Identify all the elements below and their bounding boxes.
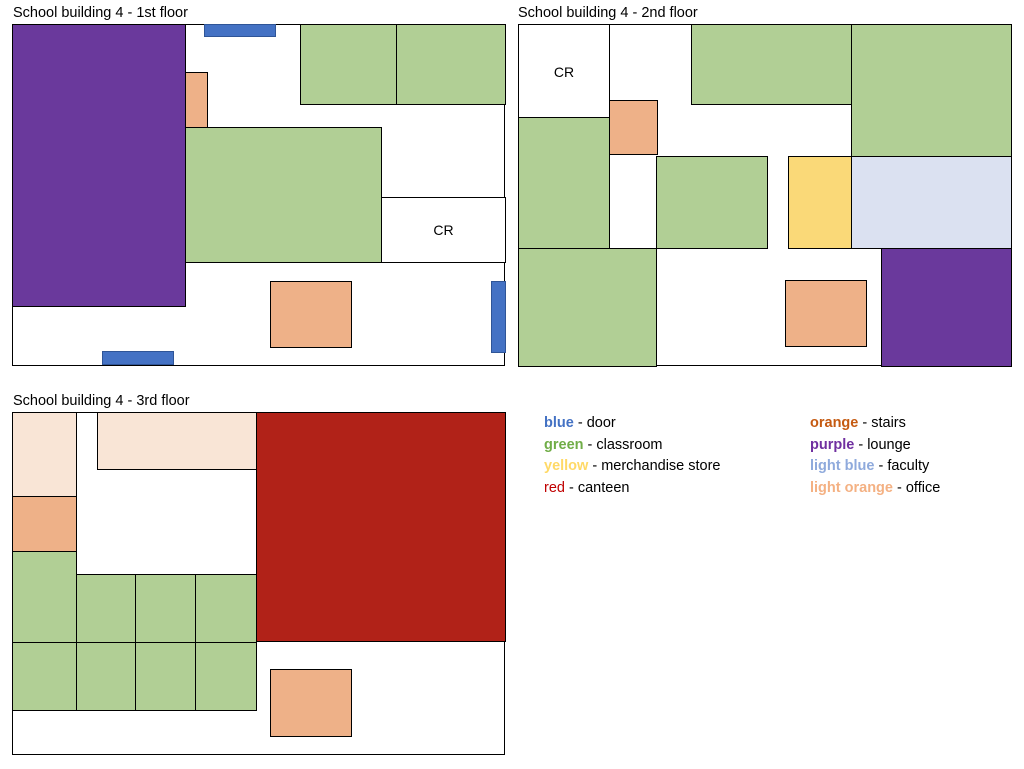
legend-faculty: light blue - faculty [810, 458, 929, 475]
legend-door-desc: - door [573, 415, 616, 431]
floor-3-stairs-left [12, 496, 77, 552]
floor-2-classroom-left-1 [518, 117, 610, 249]
floor-1-plan: CR [12, 24, 506, 366]
floor-2-classroom-middle [656, 156, 768, 249]
floor-1-door-right [491, 281, 506, 353]
legend-classroom: green - classroom [544, 437, 662, 454]
floor-3-classroom-left-tall [12, 551, 77, 643]
floor-2-plan: CR [518, 24, 1012, 367]
floor-3-classroom-r1-c2 [135, 574, 196, 643]
floor-2-classroom-left-2 [518, 248, 657, 367]
floor-3-classroom-r2-c1 [76, 642, 136, 711]
legend-office-key: light orange [810, 480, 893, 496]
legend-office: light orange - office [810, 480, 940, 497]
floor-3-classroom-r2-c0 [12, 642, 77, 711]
legend-canteen-key: red [544, 480, 565, 496]
legend-merchandise-store-desc: - merchandise store [588, 458, 721, 474]
floor-3-classroom-r1-c1 [76, 574, 136, 643]
floor-2-classroom-top-1 [691, 24, 852, 105]
legend-lounge-desc: - lounge [854, 437, 911, 453]
floor-1-stairs-small [185, 72, 208, 129]
floor-3-office-left [12, 412, 77, 497]
legend-canteen: red - canteen [544, 480, 629, 497]
floor-2-classroom-top-2 [851, 24, 1012, 157]
floor-1-door-top [204, 24, 276, 37]
floor-2-lounge [881, 248, 1012, 367]
legend-faculty-key: light blue [810, 458, 875, 474]
legend-stairs: orange - stairs [810, 415, 906, 432]
legend-lounge: purple - lounge [810, 437, 911, 454]
floor-3-stairs-bottom [270, 669, 352, 737]
floor-1-cr-label: CR [433, 222, 454, 238]
floor-2-cr-room: CR [518, 24, 610, 118]
floor-2-merchandise-store [788, 156, 852, 249]
floor-1-lounge [12, 24, 186, 307]
legend-faculty-desc: - faculty [874, 458, 930, 474]
floor-3-classroom-r2-c3 [195, 642, 257, 711]
floor-2-stairs-bottom [785, 280, 867, 347]
floor-2-stairs-small [609, 100, 658, 155]
legend-canteen-desc: - canteen [564, 480, 630, 496]
legend-merchandise-store-key: yellow [544, 458, 589, 474]
floor-1-classroom-top-1 [300, 24, 397, 105]
floor-1-title: School building 4 - 1st floor [13, 5, 188, 21]
floor-3-office-top [97, 412, 257, 470]
floor-2-cr-label: CR [553, 64, 575, 80]
legend-merchandise-store: yellow - merchandise store [544, 458, 721, 475]
floor-3-plan [12, 412, 506, 755]
floor-3-title: School building 4 - 3rd floor [13, 393, 190, 409]
floor-3-canteen [256, 412, 506, 642]
legend-office-desc: - office [892, 480, 941, 496]
legend-classroom-key: green [544, 437, 584, 453]
floor-2-faculty [851, 156, 1012, 249]
floor-3-classroom-r1-c3 [195, 574, 257, 643]
floor-1-classroom-top-2 [396, 24, 506, 105]
legend-lounge-key: purple [810, 437, 855, 453]
floor-1-stairs-bottom [270, 281, 352, 348]
legend-stairs-desc: - stairs [858, 415, 906, 431]
legend-door: blue - door [544, 415, 616, 432]
legend-door-key: blue [544, 415, 574, 431]
floor-1-cr-room: CR [381, 197, 506, 263]
floor-1-classroom-center [185, 127, 382, 263]
floor-2-title: School building 4 - 2nd floor [518, 5, 698, 21]
floor-1-door-bottom [102, 351, 174, 365]
legend-stairs-key: orange [810, 415, 859, 431]
legend-classroom-desc: - classroom [583, 437, 663, 453]
floor-3-classroom-r2-c2 [135, 642, 196, 711]
